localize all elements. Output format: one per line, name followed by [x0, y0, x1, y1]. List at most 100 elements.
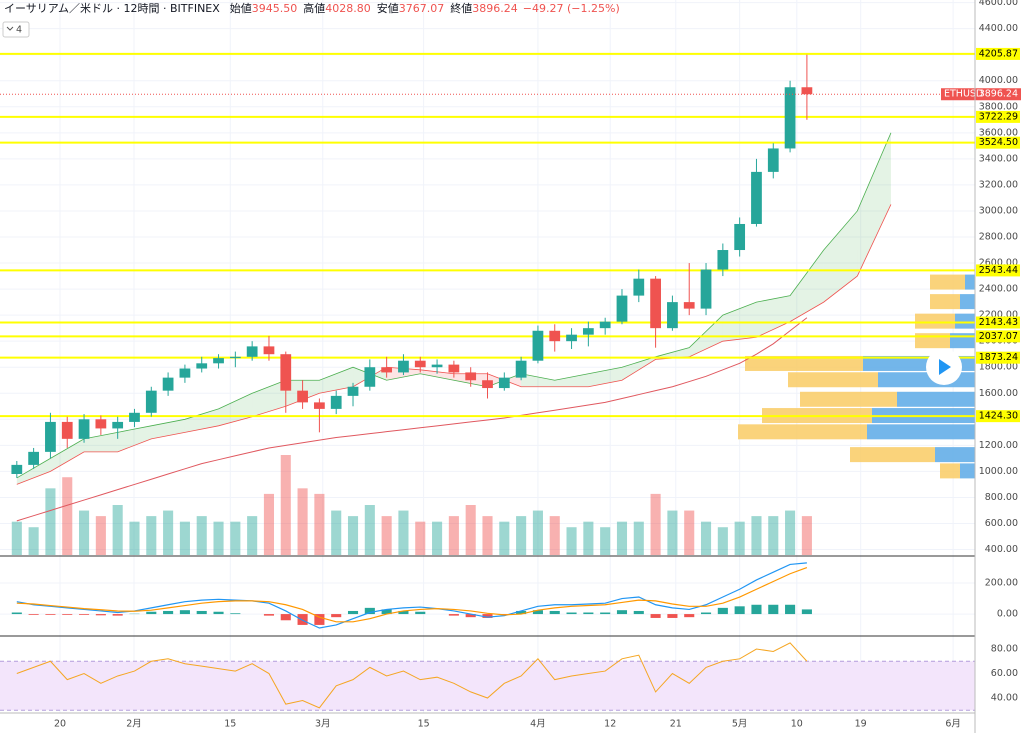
cloud-fill	[521, 373, 555, 387]
candle-body	[801, 87, 813, 95]
histogram-bar	[364, 607, 375, 615]
histogram-bar	[768, 604, 779, 615]
cloud-fill	[823, 210, 858, 303]
histogram-bar	[616, 610, 628, 615]
y-tick-label: 4400.00	[979, 23, 1018, 34]
volume-bar	[768, 516, 779, 555]
last-price-label: 3896.24	[979, 89, 1018, 100]
candle-body	[246, 346, 258, 357]
y-tick-label: 40.00	[991, 693, 1018, 704]
play-icon	[939, 359, 951, 375]
candle-body	[11, 464, 23, 475]
volume-bar	[650, 493, 661, 555]
volume-bar	[230, 521, 241, 555]
histogram-bar	[62, 614, 73, 615]
ohlc-label: 高値	[303, 1, 325, 15]
volume-bar	[398, 510, 409, 555]
y-tick-label: 1200.00	[979, 440, 1018, 451]
y-tick-label: 1000.00	[979, 466, 1018, 477]
profile-down	[850, 447, 935, 463]
candle-body	[650, 278, 661, 329]
volume-bar	[482, 516, 493, 555]
y-tick-label: 80.00	[991, 644, 1018, 655]
volume-bar	[566, 527, 577, 555]
histogram-bar	[415, 611, 426, 615]
candle-body	[45, 421, 56, 452]
histogram-bar	[734, 606, 745, 615]
profile-up	[878, 372, 975, 388]
candle-body	[229, 356, 241, 359]
volume-bar	[801, 516, 812, 555]
x-tick-label: 2月	[126, 719, 142, 730]
y-tick-label: 3600.00	[979, 127, 1018, 138]
histogram-bar	[667, 614, 678, 618]
volume-bar	[667, 510, 678, 555]
header: イーサリアム／米ドル · 12時間 · BITFINEX 始値3945.50 高値4…	[4, 1, 620, 15]
chevron-icon	[6, 26, 14, 31]
candle-body	[767, 148, 779, 172]
profile-down	[800, 391, 897, 407]
level-tag	[976, 330, 1020, 343]
ohlc-value: 3767.07	[399, 2, 445, 15]
volume-bar	[112, 505, 123, 555]
histogram-bar	[465, 614, 476, 618]
cloud-fill	[655, 347, 690, 360]
x-tick-label: 15	[224, 719, 236, 730]
volume-bar	[549, 516, 560, 555]
x-tick-label: 5月	[732, 719, 748, 730]
candle-body	[196, 363, 208, 369]
ohlc-value: 3945.50	[252, 2, 298, 15]
volume-bar	[684, 510, 695, 555]
level-tag	[976, 410, 1020, 423]
macd-line	[16, 562, 807, 629]
candle-body	[549, 330, 561, 342]
candle-body	[381, 367, 393, 373]
histogram-bar	[801, 609, 812, 615]
volume-bar	[314, 493, 325, 555]
y-tick-label: 60.00	[991, 668, 1018, 679]
y-tick-label: 3000.00	[979, 205, 1018, 216]
level-label: 2143.43	[979, 317, 1018, 328]
volume-bar	[280, 455, 291, 555]
candle-body	[179, 368, 191, 378]
candle-body	[599, 321, 611, 329]
volume-bar	[129, 521, 140, 555]
volume-bar	[499, 521, 510, 555]
macd-line	[16, 566, 808, 623]
profile-up	[960, 463, 975, 479]
x-tick-label: 4月	[530, 719, 546, 730]
candle-body	[717, 250, 729, 270]
y-tick-label: 4000.00	[979, 75, 1018, 86]
histogram-bar	[28, 614, 39, 615]
x-tick-label: 3月	[315, 719, 331, 730]
candle-body	[95, 419, 107, 429]
candle-body	[633, 278, 645, 296]
candle-body	[448, 364, 460, 373]
cloud-fill	[621, 356, 656, 381]
volume-bar	[516, 516, 527, 555]
volume-bar	[331, 510, 342, 555]
volume-bar	[297, 488, 308, 555]
level-tag	[976, 47, 1020, 60]
histogram-bar	[600, 612, 611, 615]
candle-body	[28, 451, 39, 465]
candle-body	[582, 328, 594, 335]
cloud-fill	[218, 393, 253, 426]
y-tick-label: 3200.00	[979, 179, 1018, 190]
volume-bar	[785, 510, 796, 555]
candle-body	[280, 354, 292, 391]
indicator-badge[interactable]	[2, 21, 30, 38]
candle-body	[700, 269, 712, 309]
volume-bar	[633, 521, 644, 555]
candle-body	[364, 367, 376, 387]
x-tick-label: 15	[418, 719, 430, 730]
histogram-bar	[347, 610, 359, 615]
volume-bar	[95, 516, 106, 555]
candle-body	[61, 421, 73, 439]
profile-up	[897, 391, 975, 407]
candle-body	[162, 377, 174, 391]
volume-bar	[79, 510, 90, 555]
y-tick-label: 0.00	[997, 609, 1018, 620]
